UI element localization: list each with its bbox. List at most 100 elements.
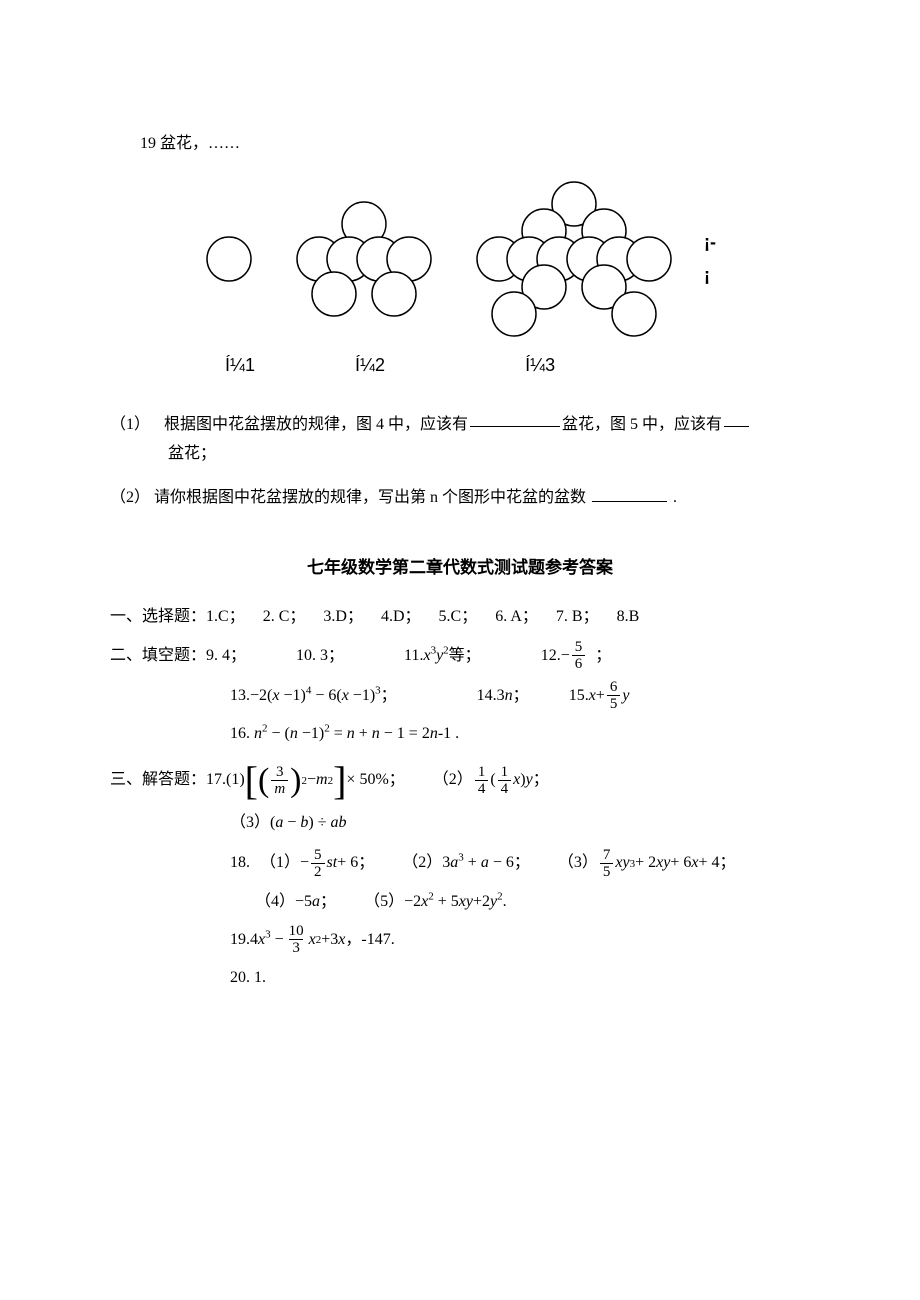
a17-2-f2d: 4 [498,780,512,797]
section3-line1: 三、解答题： 17. (1) [ ( 3 m ) 2 − m2 ] × 50% … [110,761,810,801]
a17-1-frac: 3 m [271,765,288,797]
a14-post: ； [513,682,529,711]
s3-a17-2: （2） 1 4 ( 1 4 x) y ； [433,765,549,797]
fig3-svg [474,179,674,339]
s1-a2: 2. C； [263,603,306,632]
section3-label: 三、解答题： [110,766,206,795]
a12-sign: − [561,642,570,671]
fig1-label: Í¼1 [225,349,255,381]
a12-frac: 5 6 [572,640,586,672]
a18-2-num: （2） [402,849,442,878]
q1-text-a: 根据图中花盆摆放的规律，图 4 中，应该有 [164,411,468,440]
a17-1-mult: × 50% [346,766,388,795]
a17-1-num: (1) [226,766,245,795]
fig2-label: Í¼2 [355,349,385,381]
question-2: （2） 请你根据图中花盆摆放的规律，写出第 n 个图形中花盆的盆数 . [110,484,810,513]
intro-text: 19 盆花，…… [140,130,810,159]
s2-a9: 9. 4； [206,642,246,671]
s1-a6: 6. A； [495,603,538,632]
a17-2-num: （2） [433,766,473,795]
a17-2-post: ； [533,766,549,795]
figures-row: ¡­¡­ [110,179,810,339]
fig3-label: Í¼3 [525,349,555,381]
a16-post: . [455,725,459,742]
section1-line: 一、选择题： 1.C； 2. C； 3.D； 4.D； 5.C； 6. A； 7… [110,603,810,632]
q2-num: （2） [110,489,150,506]
a15-frac: 6 5 [607,680,621,712]
answers-title: 七年级数学第二章代数式测试题参考答案 [110,553,810,584]
s2-a11: 11. x3y2 等； [404,642,481,671]
a18-4-num: （4） [255,888,295,917]
s2-a12: 12. − 5 6 ； [541,640,612,672]
section3-a18-line2: （4） −5a； （5） −2x2 + 5xy+2y2 . [255,888,810,917]
s3-a18-4: （4） −5a； [255,888,336,917]
s1-a1: 1.C； [206,603,245,632]
a15-pre: 15. [569,682,589,711]
a13-post: ； [381,682,397,711]
a14-pre: 14. [477,682,497,711]
s1-a5: 5.C； [439,603,478,632]
s2-a16: 16. n2 − (n −1)2 = n + n − 1 = 2n-1 . [230,720,459,749]
a15-y: y [622,682,629,711]
fig1-svg [204,234,254,284]
s2-a15: 15. x + 6 5 y [569,680,630,712]
a18-1-frac: 5 2 [311,848,325,880]
figure-2 [294,199,434,319]
s3-a17-1: (1) [ ( 3 m ) 2 − m2 ] × 50% ； [226,761,405,801]
a16-pre: 16. [230,725,254,742]
a19-label: 19. [230,926,250,955]
s1-a4: 4.D； [381,603,421,632]
a18-1-fn: 5 [311,848,325,863]
a18-label: 18. [230,849,250,878]
section3-a18-line1: 18. （1） − 5 2 st + 6 ； （2） 3a3 + a − 6； … [230,848,810,880]
a17-2-mid: ( [490,766,495,795]
a11-post: 等； [449,642,481,671]
a18-1-pre: − [300,849,309,878]
section1-label: 一、选择题： [110,603,206,632]
q1-text-b: 盆花，图 5 中，应该有 [562,411,722,440]
a12-pre: 12. [541,642,561,671]
a19-fn: 10 [286,924,307,939]
a12-post: ； [595,642,611,671]
a18-1-fd: 2 [311,863,325,880]
section2-line3: 16. n2 − (n −1)2 = n + n − 1 = 2n-1 . [230,720,810,749]
figure-3 [474,179,674,339]
a18-3-num: （3） [558,849,598,878]
a18-3-fd: 5 [600,863,614,880]
q2-text-a: 请你根据图中花盆摆放的规律，写出第 n 个图形中花盆的盆数 [154,489,586,506]
s1-a7: 7. B； [556,603,599,632]
q2-blank [592,486,667,502]
a11-x: x [423,647,430,664]
a18-3-fn: 7 [600,848,614,863]
a19-frac: 10 3 [286,924,307,956]
a17-1-fden: m [271,780,288,797]
s2-a10: 10. 3； [296,642,344,671]
a17-2-f2n: 1 [498,765,512,780]
a18-5-num: （5） [364,888,404,917]
s3-a18-2: （2） 3a3 + a − 6； [402,849,530,878]
s1-a8: 8.B [617,603,640,632]
section3-a20: 20. 1. [230,964,810,993]
figure-labels-row: Í¼1 Í¼2 Í¼3 [225,349,810,381]
section2-line2: 13. −2(x −1)4 − 6(x −1)3 ； 14. 3n ； 15. … [230,680,810,712]
a15-num: 6 [607,680,621,695]
a13-pre: 13. [230,682,250,711]
a18-3-frac: 7 5 [600,848,614,880]
s2-a14: 14. 3n ； [477,682,529,711]
a17-2-f1n: 1 [475,765,489,780]
section3-a19: 19. 4x3 − 10 3 x2+3x ， -147. [230,924,810,956]
section2-line1: 二、填空题： 9. 4； 10. 3； 11. x3y2 等； 12. − 5 … [110,640,810,672]
q1-text-c: 盆花； [168,440,810,469]
figure-1 [204,234,254,284]
figures-ellipsis: ¡­¡­ [704,226,716,291]
s3-a17-3: （3） (a − b) ÷ ab [230,809,810,838]
q1-num: （1） [110,411,150,440]
s2-a13: 13. −2(x −1)4 − 6(x −1)3 ； [230,682,397,711]
s3-a18-1: （1） − 5 2 st + 6 ； [260,848,374,880]
a17-1-post: ； [389,766,405,795]
a19-fd: 3 [289,939,303,956]
q2-text-b: . [673,489,677,506]
section2-label: 二、填空题： [110,642,206,671]
a12-num: 5 [572,640,586,655]
a11-pre: 11. [404,642,423,671]
